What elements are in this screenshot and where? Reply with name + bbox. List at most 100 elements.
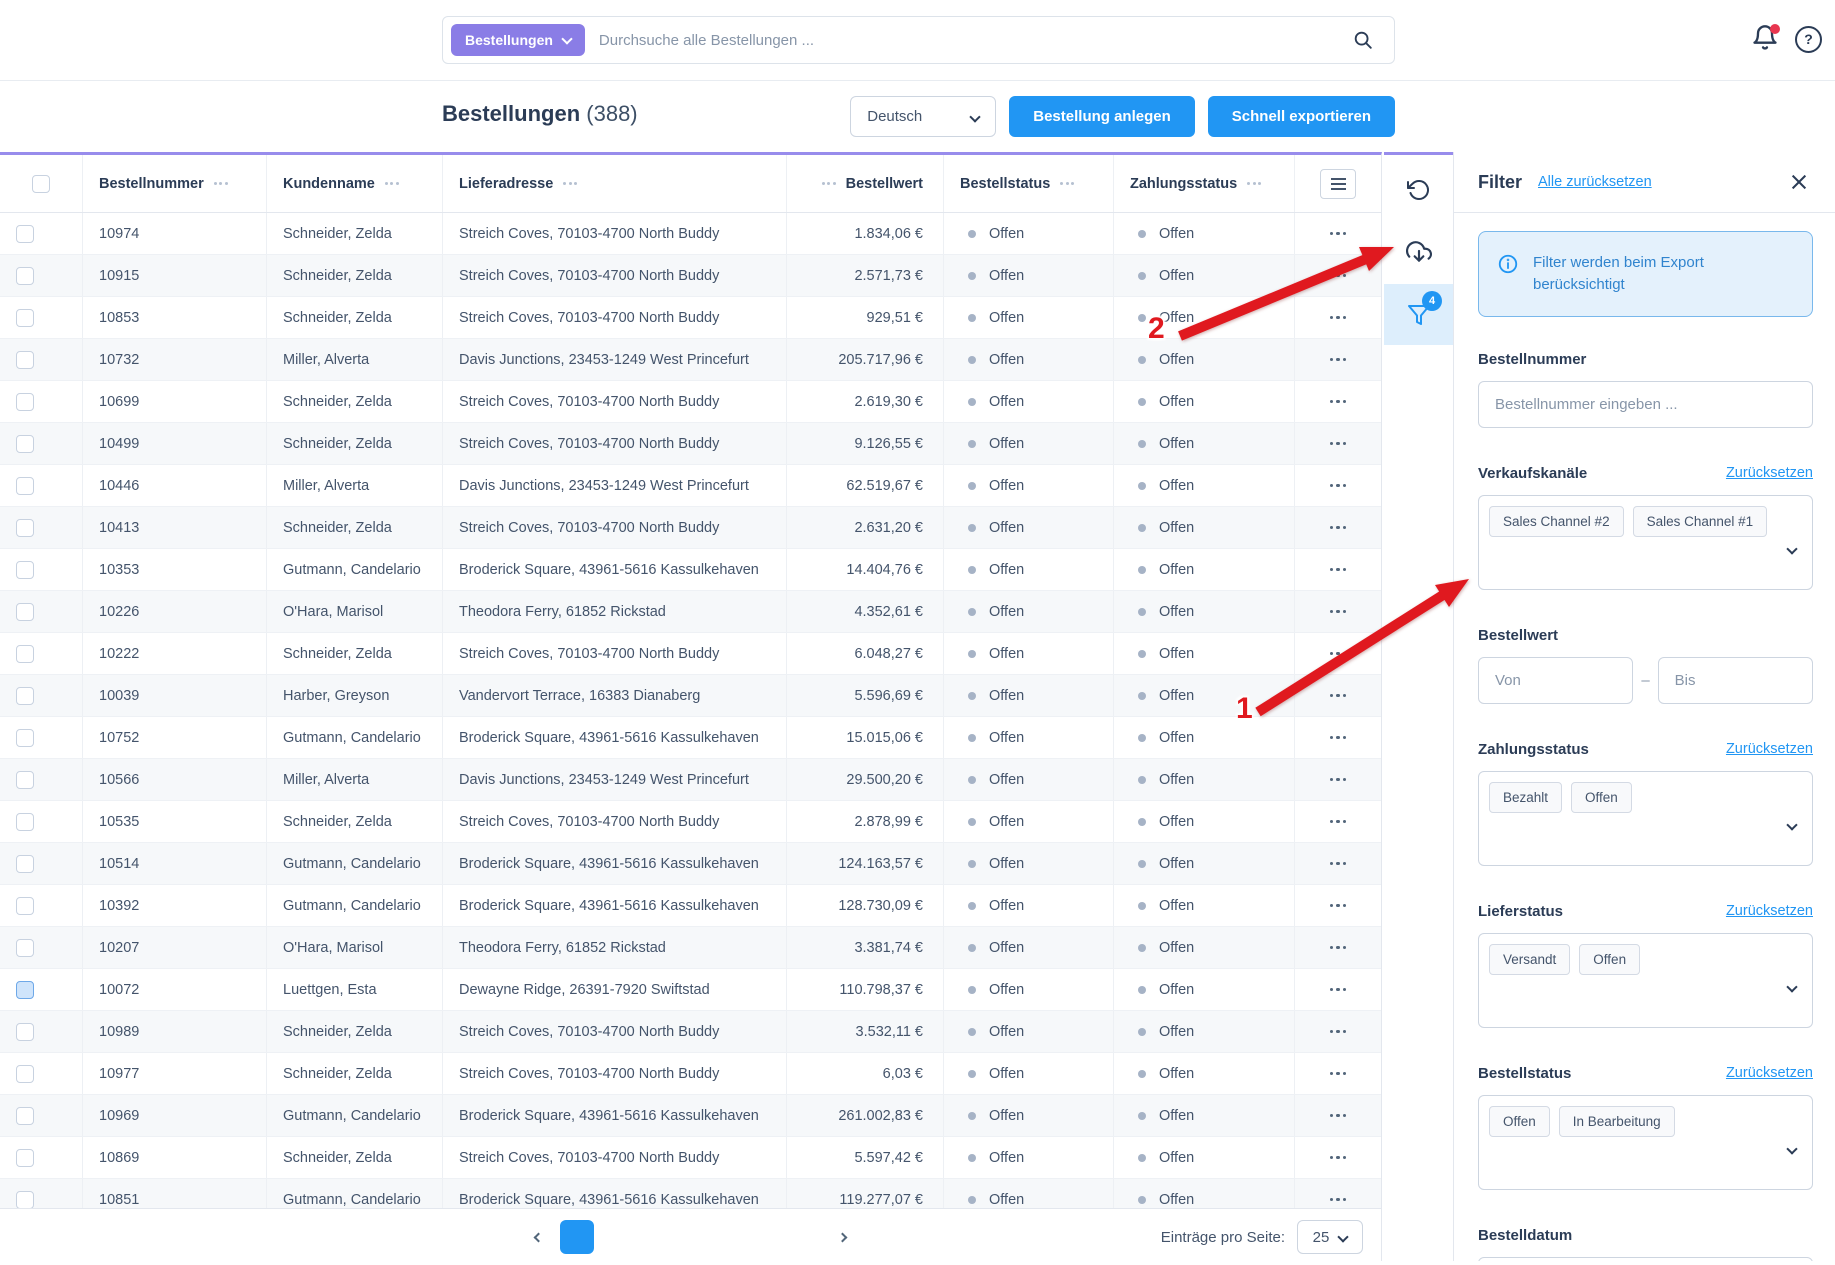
filter-tag-chip[interactable]: Bezahlt bbox=[1489, 781, 1563, 813]
order-number-cell[interactable]: 10752 bbox=[83, 717, 267, 758]
global-search[interactable]: Bestellungen bbox=[442, 16, 1395, 64]
page-button[interactable] bbox=[636, 1220, 670, 1254]
column-header-address[interactable]: Lieferadresse bbox=[443, 155, 787, 212]
row-context-menu-icon[interactable] bbox=[1329, 861, 1347, 866]
order-number-cell[interactable]: 10969 bbox=[83, 1095, 267, 1136]
row-checkbox[interactable] bbox=[16, 1148, 34, 1167]
row-checkbox[interactable] bbox=[16, 812, 34, 831]
filter-panel-button[interactable]: 4 bbox=[1384, 284, 1453, 345]
filter-tag-chip[interactable]: Sales Channel #2 bbox=[1489, 505, 1624, 537]
row-checkbox[interactable] bbox=[16, 1190, 34, 1208]
table-row[interactable]: 10853 Schneider, Zelda Streich Coves, 70… bbox=[0, 297, 1381, 339]
row-checkbox[interactable] bbox=[16, 224, 34, 243]
next-page-button[interactable] bbox=[826, 1220, 860, 1254]
row-context-menu-icon[interactable] bbox=[1329, 315, 1347, 320]
filter-tag-chip[interactable]: Offen bbox=[1489, 1105, 1550, 1137]
help-button[interactable]: ? bbox=[1795, 25, 1822, 53]
row-context-menu-icon[interactable] bbox=[1329, 399, 1347, 404]
order-number-cell[interactable]: 10535 bbox=[83, 801, 267, 842]
row-context-menu-icon[interactable] bbox=[1329, 609, 1347, 614]
filter-tag-chip[interactable]: Offen bbox=[1579, 943, 1641, 975]
row-context-menu-icon[interactable] bbox=[1329, 1029, 1347, 1034]
select-all-checkbox[interactable] bbox=[32, 174, 50, 193]
filter-tag-chip[interactable]: Versandt bbox=[1489, 943, 1571, 975]
row-checkbox[interactable] bbox=[16, 644, 34, 663]
table-row[interactable]: 10514 Gutmann, Candelario Broderick Squa… bbox=[0, 843, 1381, 885]
order-number-cell[interactable]: 10869 bbox=[83, 1137, 267, 1178]
column-menu-icon[interactable] bbox=[384, 182, 399, 185]
row-context-menu-icon[interactable] bbox=[1329, 1155, 1347, 1160]
table-row[interactable]: 10499 Schneider, Zelda Streich Coves, 70… bbox=[0, 423, 1381, 465]
row-checkbox[interactable] bbox=[16, 476, 34, 495]
row-context-menu-icon[interactable] bbox=[1329, 1113, 1347, 1118]
table-row[interactable]: 10222 Schneider, Zelda Streich Coves, 70… bbox=[0, 633, 1381, 675]
previous-page-button[interactable] bbox=[522, 1220, 556, 1254]
filter-tag-chip[interactable]: Sales Channel #1 bbox=[1632, 505, 1768, 537]
row-context-menu-icon[interactable] bbox=[1329, 987, 1347, 992]
table-row[interactable]: 10392 Gutmann, Candelario Broderick Squa… bbox=[0, 885, 1381, 927]
reset-filter-link[interactable]: Zurücksetzen bbox=[1725, 903, 1813, 919]
row-context-menu-icon[interactable] bbox=[1329, 525, 1347, 530]
row-context-menu-icon[interactable] bbox=[1329, 777, 1347, 782]
payment-status-multiselect[interactable]: Bezahlt Offen bbox=[1478, 770, 1813, 866]
table-row[interactable]: 10974 Schneider, Zelda Streich Coves, 70… bbox=[0, 213, 1381, 255]
table-row[interactable]: 10969 Gutmann, Candelario Broderick Squa… bbox=[0, 1095, 1381, 1137]
row-context-menu-icon[interactable] bbox=[1329, 1197, 1347, 1202]
column-menu-icon[interactable] bbox=[213, 182, 228, 185]
order-number-cell[interactable]: 10853 bbox=[83, 297, 267, 338]
column-menu-icon[interactable] bbox=[563, 182, 578, 185]
row-checkbox[interactable] bbox=[16, 602, 34, 621]
order-number-cell[interactable]: 10974 bbox=[83, 213, 267, 254]
order-number-cell[interactable]: 10566 bbox=[83, 759, 267, 800]
order-date-input[interactable] bbox=[1478, 1256, 1813, 1261]
row-checkbox[interactable] bbox=[16, 308, 34, 327]
table-row[interactable]: 10915 Schneider, Zelda Streich Coves, 70… bbox=[0, 255, 1381, 297]
table-row[interactable]: 10752 Gutmann, Candelario Broderick Squa… bbox=[0, 717, 1381, 759]
column-header-number[interactable]: Bestellnummer bbox=[83, 155, 267, 212]
row-context-menu-icon[interactable] bbox=[1329, 231, 1347, 236]
order-number-cell[interactable]: 10353 bbox=[83, 549, 267, 590]
reset-all-filters-link[interactable]: Alle zurücksetzen bbox=[1538, 174, 1652, 190]
reset-filter-link[interactable]: Zurücksetzen bbox=[1725, 1065, 1813, 1081]
column-header-value[interactable]: Bestellwert bbox=[787, 155, 944, 212]
table-row[interactable]: 10207 O'Hara, Marisol Theodora Ferry, 61… bbox=[0, 927, 1381, 969]
filter-tag-chip[interactable]: In Bearbeitung bbox=[1558, 1105, 1675, 1137]
export-cloud-button[interactable] bbox=[1384, 223, 1453, 281]
column-menu-icon[interactable] bbox=[821, 182, 836, 185]
table-row[interactable]: 10566 Miller, Alverta Davis Junctions, 2… bbox=[0, 759, 1381, 801]
row-checkbox[interactable] bbox=[16, 560, 34, 579]
table-row[interactable]: 10446 Miller, Alverta Davis Junctions, 2… bbox=[0, 465, 1381, 507]
table-row[interactable]: 10699 Schneider, Zelda Streich Coves, 70… bbox=[0, 381, 1381, 423]
order-number-cell[interactable]: 10392 bbox=[83, 885, 267, 926]
row-context-menu-icon[interactable] bbox=[1329, 357, 1347, 362]
row-checkbox[interactable] bbox=[16, 1106, 34, 1125]
filter-tag-chip[interactable]: Offen bbox=[1571, 781, 1632, 813]
order-value-to-input[interactable] bbox=[1657, 656, 1813, 704]
order-number-cell[interactable]: 10446 bbox=[83, 465, 267, 506]
table-row[interactable]: 10039 Harber, Greyson Vandervort Terrace… bbox=[0, 675, 1381, 717]
delivery-status-multiselect[interactable]: Versandt Offen bbox=[1478, 932, 1813, 1028]
order-status-multiselect[interactable]: Offen In Bearbeitung bbox=[1478, 1094, 1813, 1190]
row-checkbox[interactable] bbox=[16, 854, 34, 873]
column-menu-icon[interactable] bbox=[1060, 182, 1075, 185]
reset-filter-link[interactable]: Zurücksetzen bbox=[1725, 741, 1813, 757]
table-row[interactable]: 10413 Schneider, Zelda Streich Coves, 70… bbox=[0, 507, 1381, 549]
order-number-cell[interactable]: 10039 bbox=[83, 675, 267, 716]
row-context-menu-icon[interactable] bbox=[1329, 441, 1347, 446]
column-settings-button[interactable] bbox=[1320, 168, 1356, 199]
order-number-cell[interactable]: 10989 bbox=[83, 1011, 267, 1052]
order-number-cell[interactable]: 10072 bbox=[83, 969, 267, 1010]
table-row[interactable]: 10869 Schneider, Zelda Streich Coves, 70… bbox=[0, 1137, 1381, 1179]
table-row[interactable]: 10072 Luettgen, Esta Dewayne Ridge, 2639… bbox=[0, 969, 1381, 1011]
order-number-cell[interactable]: 10977 bbox=[83, 1053, 267, 1094]
table-row[interactable]: 10989 Schneider, Zelda Streich Coves, 70… bbox=[0, 1011, 1381, 1053]
table-row[interactable]: 10226 O'Hara, Marisol Theodora Ferry, 61… bbox=[0, 591, 1381, 633]
table-row[interactable]: 10535 Schneider, Zelda Streich Coves, 70… bbox=[0, 801, 1381, 843]
row-context-menu-icon[interactable] bbox=[1329, 945, 1347, 950]
create-order-button[interactable]: Bestellung anlegen bbox=[1009, 96, 1195, 137]
order-number-cell[interactable]: 10851 bbox=[83, 1179, 267, 1208]
table-row[interactable]: 10977 Schneider, Zelda Streich Coves, 70… bbox=[0, 1053, 1381, 1095]
language-select[interactable]: Deutsch bbox=[850, 96, 997, 137]
row-checkbox[interactable] bbox=[16, 686, 34, 705]
order-number-input[interactable] bbox=[1478, 380, 1813, 428]
